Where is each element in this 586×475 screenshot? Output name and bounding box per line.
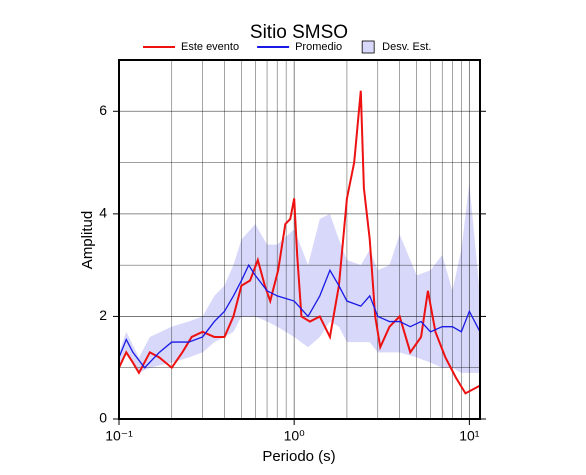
x-tick-label: 10⁻¹ [105, 428, 133, 444]
y-tick-label: 4 [99, 205, 107, 221]
y-tick-label: 6 [99, 102, 107, 118]
y-tick-label: 0 [99, 410, 107, 426]
y-axis-label: Amplitud [79, 211, 96, 269]
legend-swatch [361, 40, 375, 54]
series-line [118, 263, 481, 369]
x-tick-label: 10⁰ [284, 428, 306, 444]
x-axis-label: Periodo (s) [262, 448, 335, 465]
y-tick-label: 2 [99, 307, 107, 323]
legend-label: Promedio [295, 41, 342, 53]
legend-label: Este evento [181, 41, 239, 53]
plot-frame [118, 59, 481, 420]
chart-title: Sitio SMSO [250, 22, 348, 43]
x-tick-label: 10¹ [459, 428, 480, 444]
legend-label: Desv. Est. [382, 41, 431, 53]
series-line [118, 90, 481, 395]
